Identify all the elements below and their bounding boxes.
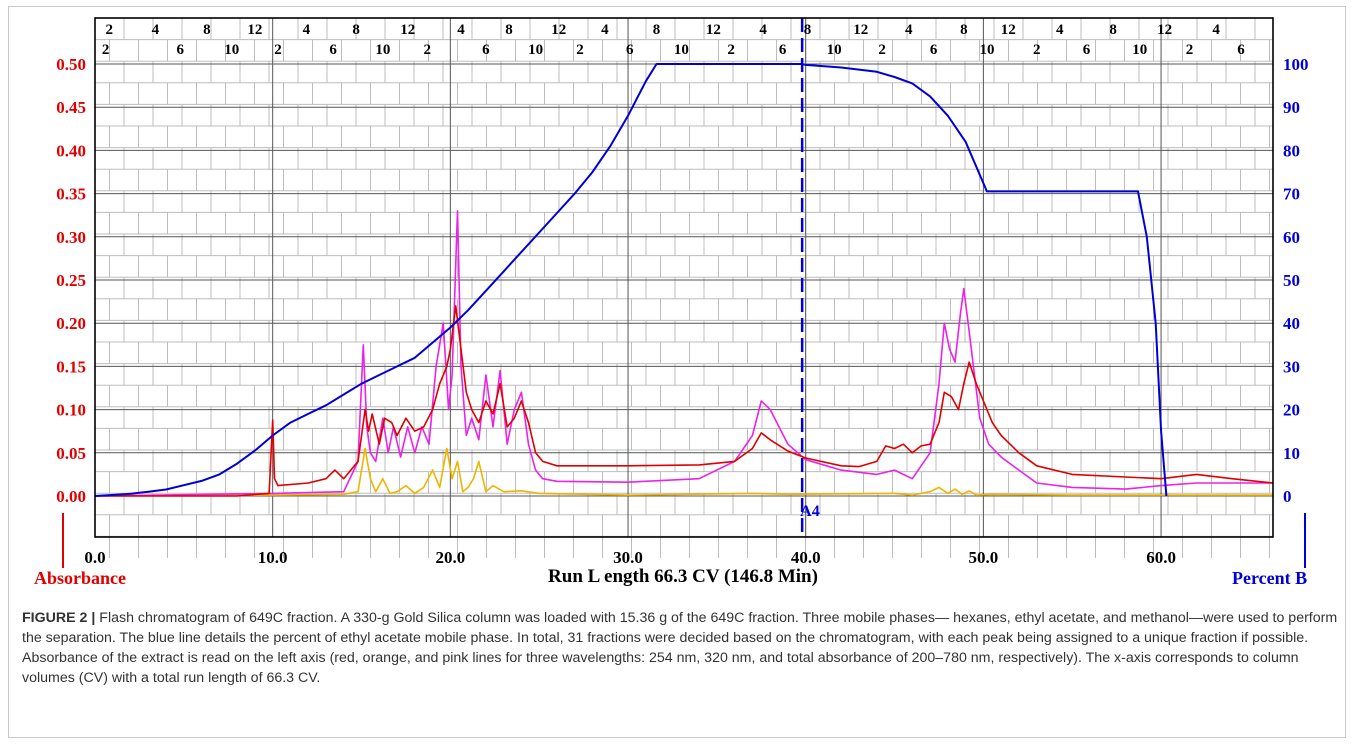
fraction-label: 12 — [247, 22, 262, 38]
fraction-label: 6 — [626, 42, 634, 58]
fraction-label: 10 — [674, 42, 689, 58]
fraction-label: 4 — [759, 22, 767, 38]
y-left-tick-label: 0.35 — [56, 185, 86, 204]
y-left-tick-label: 0.50 — [56, 55, 86, 74]
fraction-label: 4 — [1056, 22, 1064, 38]
x-axis-label: Run L ength 66.3 CV (146.8 Min) — [548, 566, 818, 587]
fraction-label: 8 — [203, 22, 211, 38]
fraction-label: 12 — [706, 22, 721, 38]
left-axis-ticks: 0.00 0.05 0.10 0.15 0.20 0.25 0.30 0.35 0.40 0.45… — [56, 55, 86, 506]
figure-frame — [8, 6, 1346, 738]
x-tick-label: 0.0 — [84, 548, 105, 567]
fraction-label: 2 — [105, 22, 113, 38]
series-line-0 — [94, 63, 1168, 497]
caption-text: Flash chromatogram of 649C fraction. A 3… — [22, 610, 1338, 686]
fraction-label: 2 — [576, 42, 584, 58]
fraction-label: 8 — [960, 22, 968, 38]
series-line-1 — [95, 305, 1274, 497]
fraction-label: 4 — [601, 22, 609, 38]
fraction-label: 6 — [779, 42, 787, 58]
y-left-tick-label: 0.05 — [56, 444, 86, 463]
plot-border — [94, 17, 1274, 538]
fraction-label: 2 — [878, 42, 886, 58]
x-tick-label: 10.0 — [258, 548, 288, 567]
series-layer — [94, 63, 1274, 497]
y-left-tick-label: 0.20 — [56, 314, 86, 333]
y-right-tick-label: 60 — [1283, 228, 1300, 247]
fraction-label: 12 — [853, 22, 868, 38]
fraction-label: 2 — [727, 42, 735, 58]
series-line-2 — [94, 210, 1273, 497]
y-left-label: Absorbance — [34, 568, 126, 588]
fraction-label: 10 — [224, 42, 239, 58]
y-left-tick-label: 0.45 — [56, 98, 86, 117]
fraction-label: 6 — [930, 42, 938, 58]
marker-label: A4 — [800, 503, 820, 520]
fraction-label: 4 — [457, 22, 465, 38]
y-right-tick-label: 0 — [1283, 487, 1292, 506]
y-left-tick-label: 0.15 — [56, 357, 86, 376]
fraction-label: 2 — [102, 42, 110, 58]
fraction-label: 4 — [905, 22, 913, 38]
y-right-tick-label: 40 — [1283, 314, 1300, 333]
chromatogram-chart: 2 4 8 12 4 8 12 4 8 12 4 8 12 4 8 12 4 8 12 4 8 12 42 6 10 2 6 10 2 6… — [34, 17, 1309, 588]
major-grid — [94, 18, 1273, 537]
y-left-tick-label: 0.10 — [56, 401, 86, 420]
fraction-label: 2 — [1186, 42, 1194, 58]
fraction-label: 6 — [329, 42, 337, 58]
y-right-tick-label: 50 — [1283, 271, 1300, 290]
fraction-label: 6 — [1237, 42, 1245, 58]
fraction-label: 10 — [375, 42, 390, 58]
y-right-tick-label: 30 — [1283, 357, 1300, 376]
y-left-tick-label: 0.40 — [56, 141, 86, 160]
x-tick-label: 50.0 — [969, 548, 999, 567]
fraction-label: 10 — [1132, 42, 1147, 58]
series-line-3 — [94, 447, 1273, 497]
fraction-labels: 2 4 8 12 4 8 12 4 8 12 4 8 12 4 8 12 4 8 12 4 8 12 42 6 10 2 6 10 2 6… — [102, 22, 1245, 58]
figure-caption: FIGURE 2 | Flash chromatogram of 649C fr… — [22, 608, 1340, 688]
fraction-label: 8 — [505, 22, 513, 38]
fraction-label: 6 — [1083, 42, 1091, 58]
fraction-label: 10 — [827, 42, 842, 58]
fraction-label: 6 — [177, 42, 185, 58]
y-right-tick-label: 20 — [1283, 401, 1300, 420]
y-right-tick-label: 10 — [1283, 444, 1300, 463]
fraction-label: 12 — [1001, 22, 1016, 38]
fraction-label: 8 — [1109, 22, 1117, 38]
y-left-tick-label: 0.25 — [56, 271, 86, 290]
fraction-label: 12 — [551, 22, 566, 38]
fraction-label: 4 — [152, 22, 160, 38]
fraction-label: 8 — [352, 22, 360, 38]
fraction-label: 12 — [1157, 22, 1172, 38]
fraction-label: 2 — [1033, 42, 1041, 58]
marker-layer: A4 — [800, 18, 820, 537]
fraction-label: 2 — [274, 42, 282, 58]
right-axis-ticks: 0 10 20 30 40 50 60 70 80 90 100 — [1283, 55, 1309, 506]
y-right-tick-label: 100 — [1283, 55, 1309, 74]
y-right-tick-label: 90 — [1283, 98, 1300, 117]
y-right-tick-label: 70 — [1283, 185, 1300, 204]
fraction-label: 12 — [400, 22, 415, 38]
x-tick-label: 20.0 — [435, 548, 465, 567]
caption-label: FIGURE 2 | — [22, 610, 96, 626]
x-tick-label: 60.0 — [1146, 548, 1176, 567]
fraction-label: 4 — [1212, 22, 1220, 38]
y-left-tick-label: 0.00 — [56, 487, 86, 506]
fraction-label: 10 — [979, 42, 994, 58]
y-right-label: Percent B — [1232, 568, 1307, 588]
fraction-label: 8 — [653, 22, 661, 38]
y-left-tick-label: 0.30 — [56, 228, 86, 247]
fraction-grid — [95, 18, 1273, 558]
y-right-tick-label: 80 — [1283, 141, 1300, 160]
x-tick-label: 30.0 — [613, 548, 643, 567]
x-axis-ticks: 0.0 10.0 20.0 30.0 40.0 50.0 60.0 — [84, 548, 1176, 567]
fraction-label: 6 — [482, 42, 490, 58]
x-tick-label: 40.0 — [791, 548, 821, 567]
fraction-label: 10 — [528, 42, 543, 58]
fraction-label: 2 — [424, 42, 432, 58]
fraction-label: 4 — [303, 22, 311, 38]
fraction-label: 8 — [804, 22, 812, 38]
